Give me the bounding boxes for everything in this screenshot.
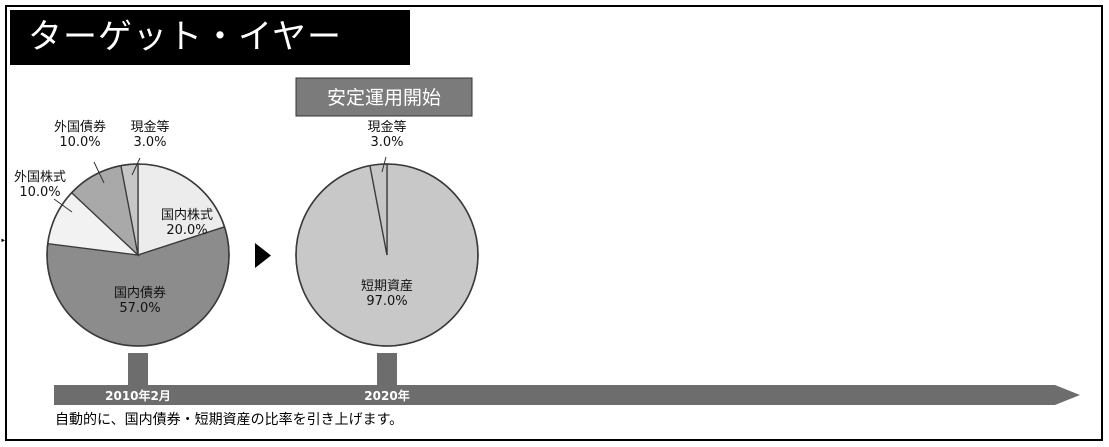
timeline-stem-2020 (377, 353, 397, 385)
transition-arrow-icon (255, 243, 271, 268)
slice-label: 国内株式 (161, 207, 213, 223)
timeline-stem-2010 (128, 353, 148, 385)
leader-line (53, 198, 73, 213)
slice-label: 国内債券 (114, 285, 166, 301)
timeline-label-2010: 2010年2月 (105, 388, 171, 403)
slice-value: 3.0% (133, 135, 166, 150)
slice-value: 57.0% (119, 301, 160, 316)
pie-2010: 国内株式20.0%国内債券57.0%外国株式10.0%外国債券10.0%現金等3… (14, 119, 230, 347)
banner-text: 安定運用開始 (327, 87, 441, 109)
leader-line (93, 161, 105, 184)
left-edge-mark: ‣ (0, 236, 6, 247)
timeline-label-2020: 2020年 (364, 388, 409, 403)
slice-label: 外国債券 (54, 119, 106, 135)
page-title: ターゲット・イヤー2020 (10, 10, 410, 112)
slice-label: 現金等 (367, 119, 406, 135)
timeline-bar (54, 385, 1080, 405)
pie-outline (295, 163, 479, 347)
footnote: 自動的に、国内債券・短期資産の比率を引き上げます。 (55, 411, 403, 428)
slice-value: 97.0% (366, 294, 407, 309)
leader-line (131, 157, 141, 176)
slice-value: 3.0% (370, 135, 403, 150)
pie-outline (46, 163, 230, 347)
banner-box (295, 77, 473, 117)
slice-label: 外国株式 (14, 170, 66, 185)
leader-line (381, 156, 387, 173)
slice-label: 現金等 (130, 119, 169, 135)
slice-value: 10.0% (59, 135, 100, 150)
slice-value: 10.0% (19, 185, 60, 200)
slice-value: 20.0% (166, 223, 207, 238)
slice-label: 短期資産 (361, 278, 413, 294)
